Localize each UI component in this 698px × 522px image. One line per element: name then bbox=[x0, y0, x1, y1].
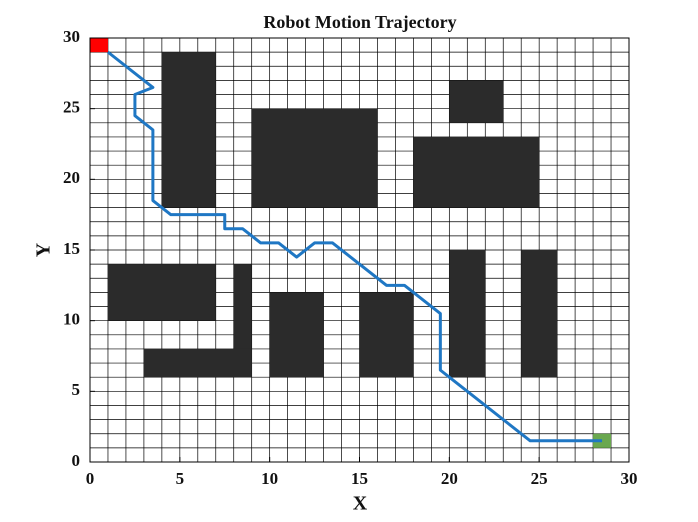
x-tick-label: 25 bbox=[531, 469, 548, 488]
obstacle bbox=[449, 250, 486, 378]
x-tick-label: 5 bbox=[176, 469, 185, 488]
chart-title: Robot Motion Trajectory bbox=[263, 12, 456, 32]
y-axis-label: Y bbox=[33, 242, 55, 257]
x-tick-label: 0 bbox=[86, 469, 95, 488]
y-tick-label: 5 bbox=[72, 380, 81, 399]
x-tick-label: 20 bbox=[441, 469, 458, 488]
x-tick-label: 10 bbox=[261, 469, 278, 488]
y-tick-label: 25 bbox=[63, 98, 80, 117]
x-tick-label: 15 bbox=[351, 469, 368, 488]
obstacle bbox=[449, 80, 504, 123]
obstacle bbox=[143, 348, 252, 378]
x-axis-label: X bbox=[353, 493, 368, 515]
y-tick-label: 20 bbox=[63, 168, 80, 187]
obstacle bbox=[359, 292, 414, 378]
obstacle bbox=[251, 108, 378, 208]
trajectory bbox=[107, 50, 603, 443]
x-tick-label: 30 bbox=[621, 469, 638, 488]
obstacle bbox=[107, 264, 216, 321]
obstacle bbox=[413, 136, 540, 208]
start-cell bbox=[90, 38, 108, 53]
y-tick-label: 15 bbox=[63, 239, 80, 258]
y-tick-label: 30 bbox=[63, 27, 80, 46]
obstacle bbox=[161, 52, 216, 208]
y-tick-label: 0 bbox=[72, 451, 81, 470]
y-tick-label: 10 bbox=[63, 310, 80, 329]
obstacle bbox=[269, 292, 324, 378]
obstacle bbox=[521, 250, 558, 378]
plot-border bbox=[89, 37, 630, 463]
